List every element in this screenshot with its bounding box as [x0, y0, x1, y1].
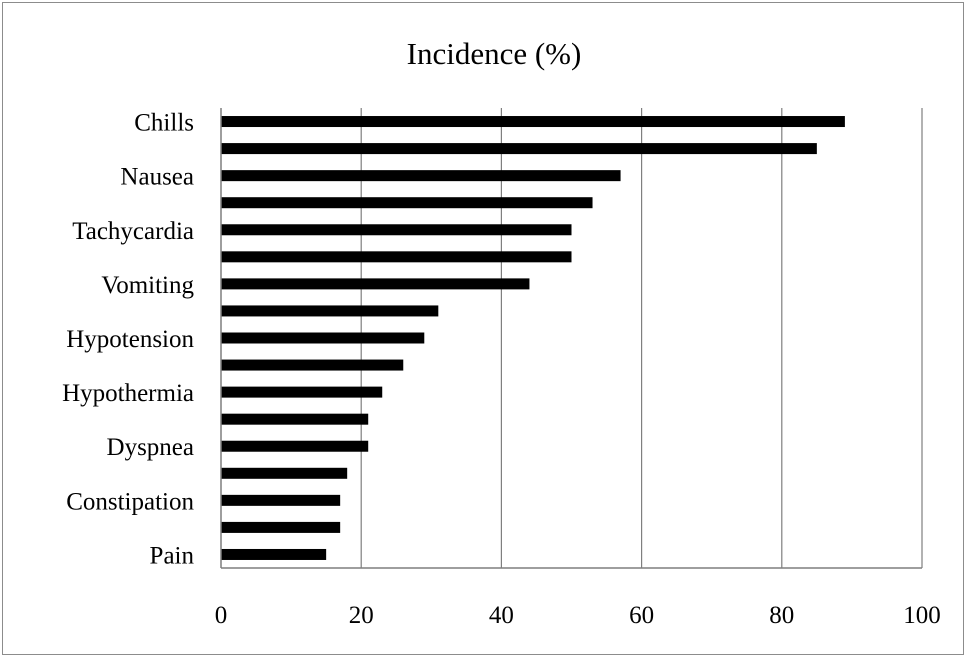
bar [221, 413, 369, 425]
x-tick-label: 20 [349, 602, 374, 629]
category-label: Vomiting [101, 272, 194, 299]
category-label: Hypotension [66, 326, 194, 353]
bar [221, 494, 341, 506]
bar [221, 278, 530, 290]
bar [221, 386, 383, 398]
bar [221, 251, 572, 263]
bar [221, 521, 341, 533]
bar [221, 116, 845, 128]
bars [221, 116, 845, 560]
chart-title: Incidence (%) [407, 36, 582, 71]
x-tick-label: 80 [769, 602, 794, 629]
bar [221, 548, 327, 560]
category-label: Chills [134, 110, 194, 137]
x-tick-label: 60 [629, 602, 654, 629]
x-tick-label: 100 [903, 602, 941, 629]
bar [221, 224, 572, 236]
category-labels: Chills Nausea Tachycardia Vomiting Hypotensi… [62, 110, 194, 570]
category-label: Constipation [66, 488, 194, 515]
x-tick-label: 0 [215, 602, 228, 629]
bar [221, 170, 621, 182]
bar [221, 332, 425, 344]
bar [221, 359, 404, 371]
category-label: Tachycardia [72, 218, 194, 245]
category-label: Hypothermia [62, 380, 194, 407]
bar [221, 440, 369, 452]
bar [221, 143, 817, 155]
bar [221, 305, 439, 317]
category-label: Dyspnea [107, 434, 194, 461]
x-tick-label: 40 [489, 602, 514, 629]
category-label: Pain [150, 542, 195, 569]
bar [221, 197, 593, 209]
tick-labels: 0 20 40 60 80 100 [215, 602, 941, 629]
axes [220, 108, 922, 569]
bar [221, 467, 348, 479]
gridlines [360, 108, 923, 568]
category-label: Nausea [120, 164, 194, 191]
